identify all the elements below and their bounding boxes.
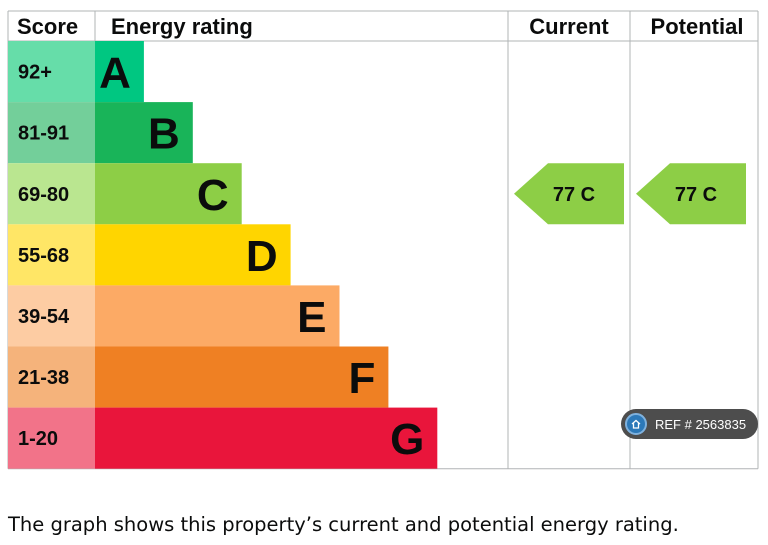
band-bar-c [95,163,242,225]
score-range-e: 39-54 [18,306,70,328]
score-range-f: 21-38 [18,367,69,389]
score-cell-b [8,102,95,164]
rating-markers: 77 C 77 C [514,163,746,225]
current-rating-label: 77 C [553,184,595,206]
rating-bands: 92+ A 81-91 B 69-80 C 55-68 D 39-54 E 21-38 F 1-20 G [8,41,438,469]
band-letter-d: D [246,232,278,281]
header-energy-rating: Energy rating [111,14,253,39]
band-letter-f: F [349,354,376,403]
header-potential: Potential [651,14,744,39]
score-cell-a [8,41,95,103]
score-range-a: 92+ [18,62,52,84]
score-cell-e [8,285,95,347]
score-cell-f [8,346,95,408]
band-bar-g [95,407,438,469]
band-letter-g: G [390,415,424,464]
score-range-g: 1-20 [18,428,58,450]
band-bar-a [95,41,144,103]
score-cell-d [8,224,95,286]
band-bar-d [95,224,291,286]
chart-headers: Score Energy rating Current Potential [17,14,743,39]
score-range-c: 69-80 [18,184,69,206]
current-rating-arrow [514,163,624,225]
home-icon [625,413,647,435]
band-letter-c: C [197,171,229,220]
band-letter-e: E [297,293,326,342]
ref-badge: REF # 2563835 [621,409,758,439]
chart-caption: The graph shows this property’s current … [8,513,679,536]
score-cell-g [8,407,95,469]
score-range-b: 81-91 [18,123,69,145]
score-range-d: 55-68 [18,245,69,267]
header-score: Score [17,14,78,39]
potential-rating-arrow [636,163,746,225]
epc-chart: Score Energy rating Current Potential 92… [7,10,759,470]
score-cell-c [8,163,95,225]
band-letter-a: A [99,49,131,98]
band-bar-f [95,346,389,408]
band-letter-b: B [148,110,180,159]
header-current: Current [529,14,609,39]
band-bar-b [95,102,193,164]
potential-rating-label: 77 C [675,184,717,206]
ref-text: REF # 2563835 [655,416,747,432]
band-bar-e [95,285,340,347]
